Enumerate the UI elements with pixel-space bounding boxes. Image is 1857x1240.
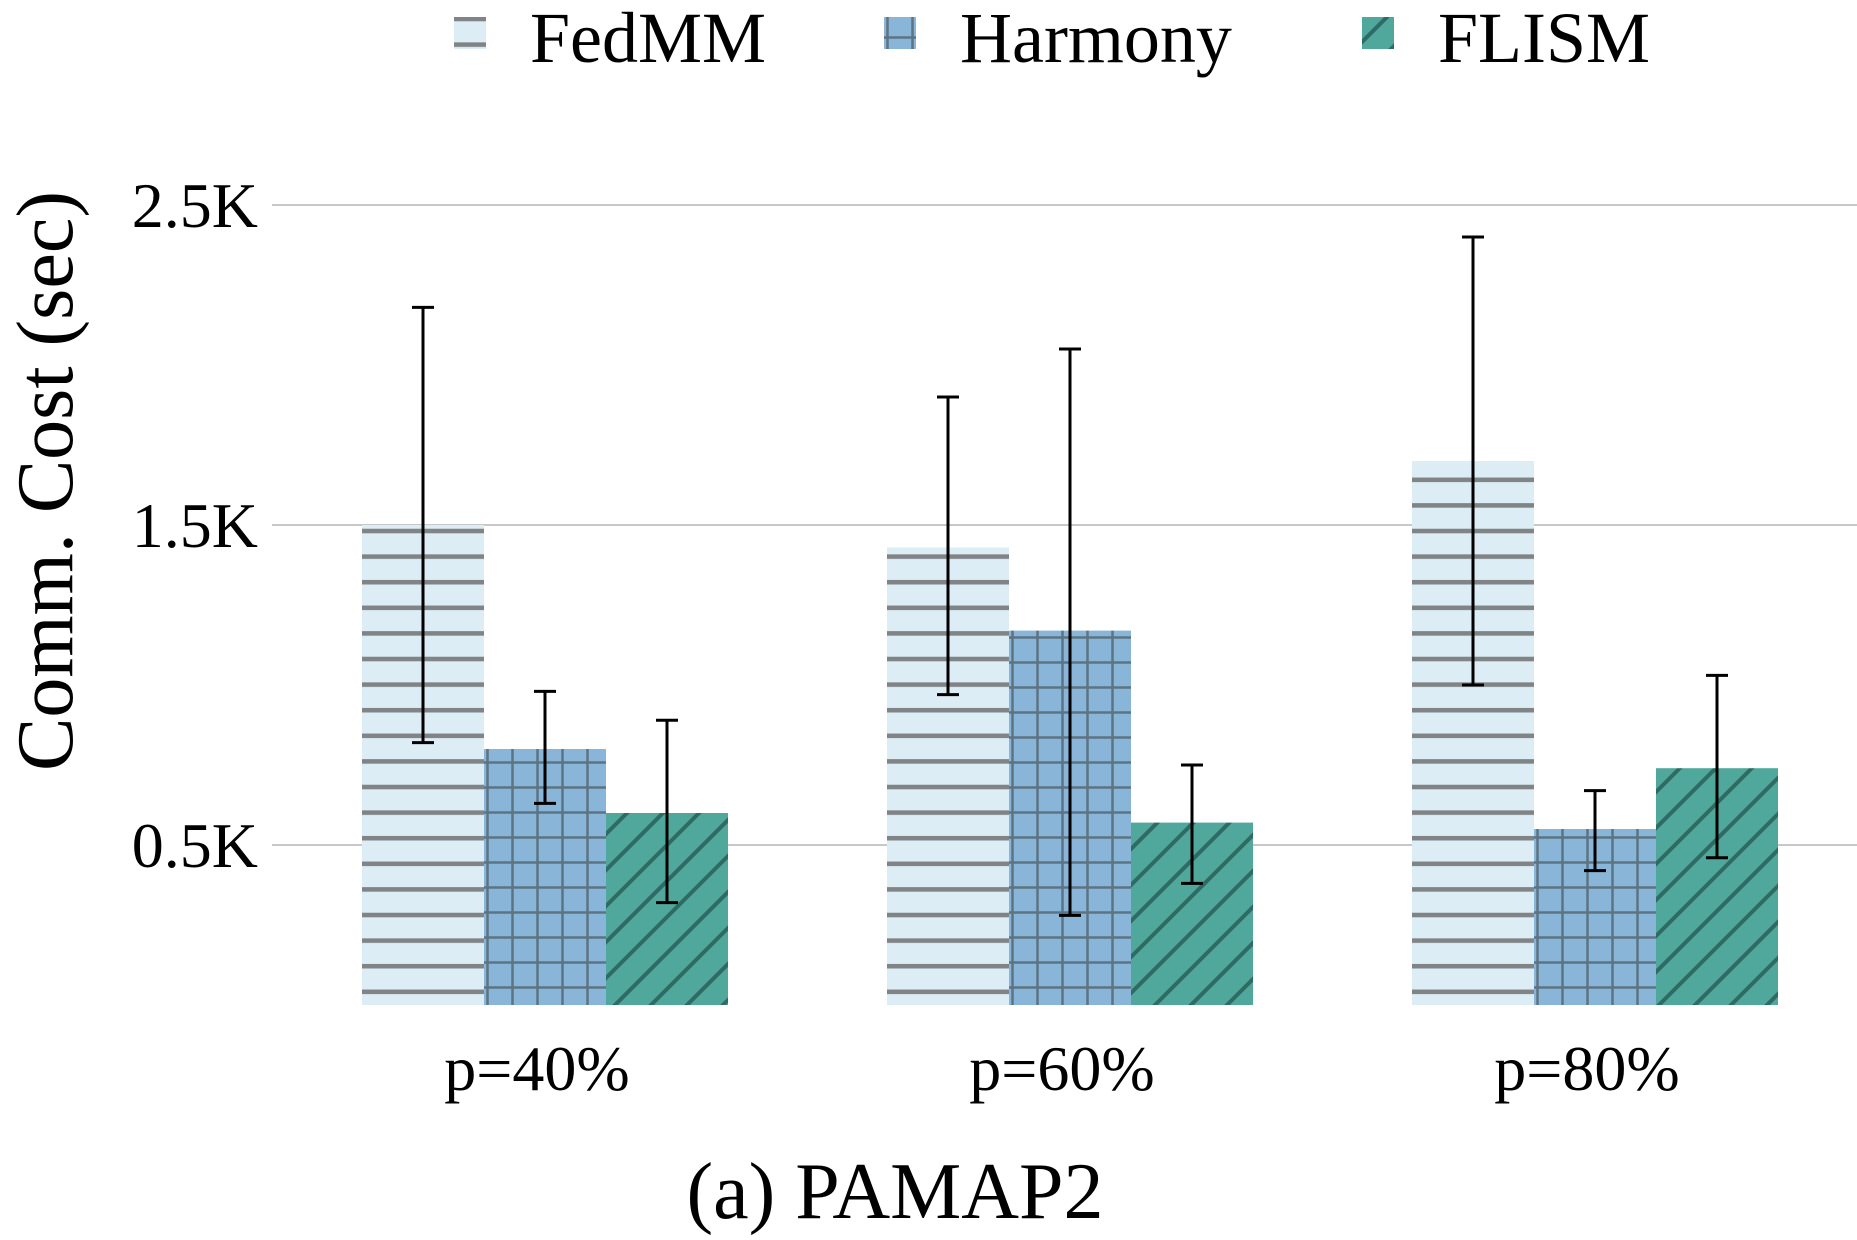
y-tick-label: 2.5K xyxy=(132,170,258,241)
error-bars xyxy=(412,235,1728,917)
y-tick-label: 0.5K xyxy=(132,810,258,881)
legend: FedMM Harmony FLISM xyxy=(454,0,1650,78)
legend-item-fedmm: FedMM xyxy=(454,0,766,78)
y-tick-label: 1.5K xyxy=(132,490,258,561)
bars xyxy=(362,461,1778,1005)
legend-item-harmony: Harmony xyxy=(884,0,1232,78)
x-category-labels: p=40% p=60% p=80% xyxy=(444,1033,1679,1104)
x-category-label: p=60% xyxy=(969,1033,1154,1104)
y-tick-labels: 0.5K 1.5K 2.5K xyxy=(132,170,258,881)
x-category-label: p=40% xyxy=(444,1033,629,1104)
legend-swatch-harmony xyxy=(884,17,916,49)
legend-swatch-flism xyxy=(1362,17,1394,49)
x-category-label: p=80% xyxy=(1494,1033,1679,1104)
chart-caption: (a) PAMAP2 xyxy=(686,1148,1103,1236)
legend-label-flism: FLISM xyxy=(1438,0,1650,78)
y-axis-title: Comm. Cost (sec) xyxy=(2,191,90,771)
legend-label-fedmm: FedMM xyxy=(530,0,766,78)
legend-swatch-fedmm xyxy=(454,17,486,49)
legend-item-flism: FLISM xyxy=(1362,0,1650,78)
legend-label-harmony: Harmony xyxy=(960,0,1232,78)
